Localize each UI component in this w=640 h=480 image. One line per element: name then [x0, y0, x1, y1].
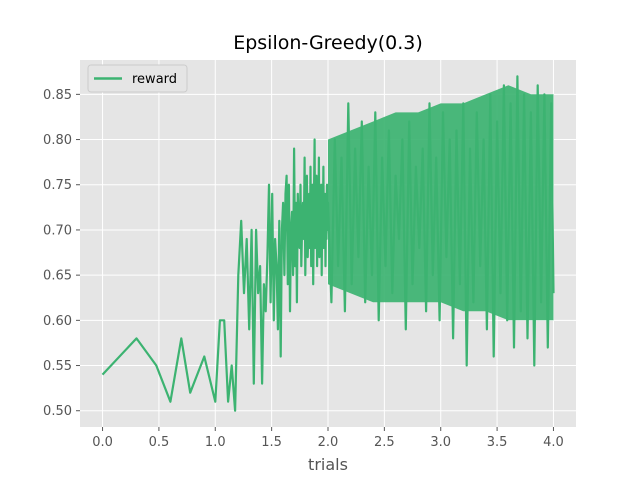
y-tick-label: 0.75: [43, 178, 72, 193]
x-tick-label: 2.0: [318, 435, 339, 450]
x-axis-label: trials: [308, 455, 348, 474]
x-tick-label: 3.5: [487, 435, 508, 450]
x-tick-label: 3.0: [430, 435, 451, 450]
x-axis: 0.0 0.5 1.0 1.5 2.0 2.5 3.0 3.5 4.0: [92, 427, 564, 450]
legend-box: [87, 64, 188, 93]
y-tick-label: 0.50: [43, 404, 72, 419]
y-tick-label: 0.85: [43, 88, 72, 103]
y-tick-label: 0.55: [43, 359, 72, 374]
y-tick-label: 0.80: [43, 133, 72, 148]
x-tick-label: 1.5: [261, 435, 282, 450]
x-tick-label: 2.5: [374, 435, 395, 450]
y-axis: 0.50 0.55 0.60 0.65 0.70 0.75 0.80 0.85: [43, 88, 80, 419]
y-tick-label: 0.70: [43, 223, 72, 238]
x-tick-label: 1.0: [205, 435, 226, 450]
x-tick-label: 0.5: [149, 435, 170, 450]
legend: reward: [87, 64, 188, 93]
legend-label-reward: reward: [132, 72, 177, 87]
x-tick-label: 0.0: [92, 435, 113, 450]
series-line-reward: [101, 75, 555, 412]
y-tick-label: 0.60: [43, 314, 72, 329]
y-tick-label: 0.65: [43, 269, 72, 284]
chart-title: Epsilon-Greedy(0.3): [233, 32, 423, 54]
x-tick-label: 4.0: [543, 435, 564, 450]
series-layer: [101, 75, 555, 412]
